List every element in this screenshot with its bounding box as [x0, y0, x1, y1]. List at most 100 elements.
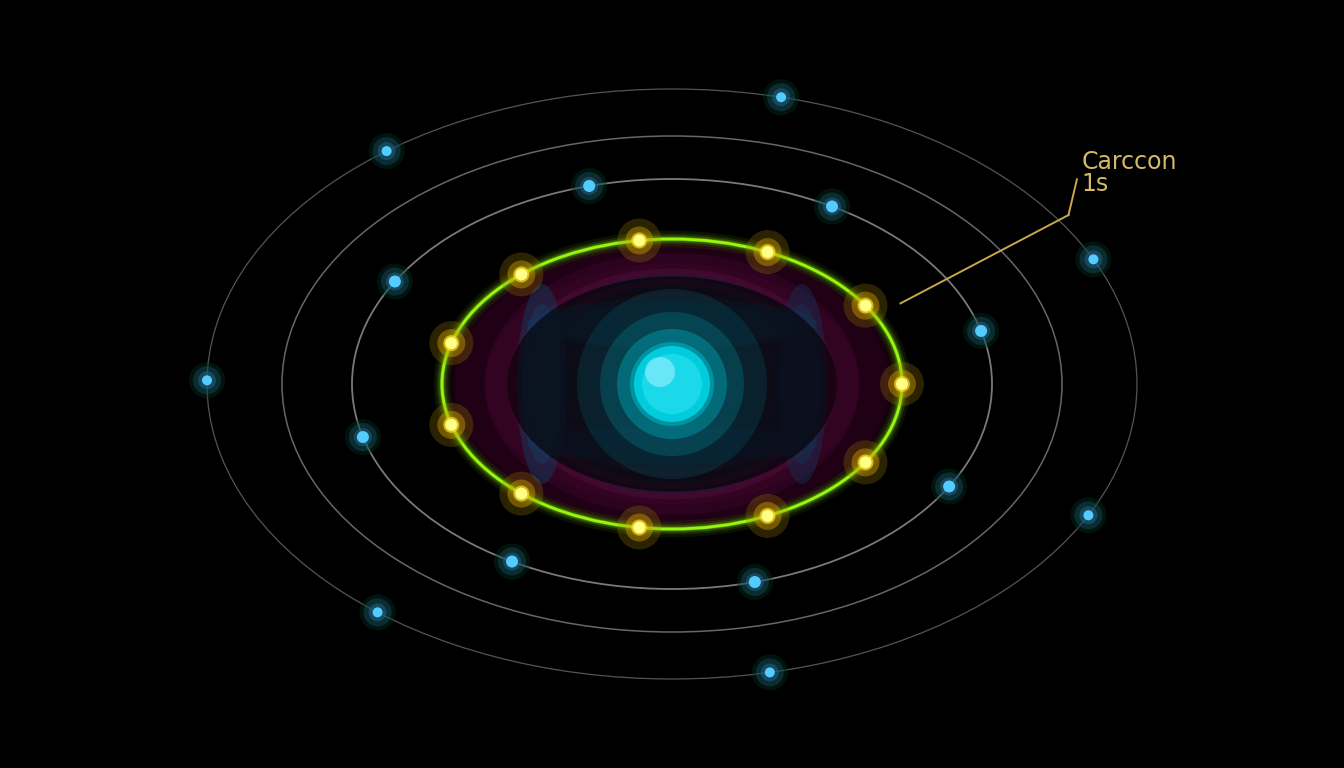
Ellipse shape — [548, 303, 796, 346]
Circle shape — [202, 376, 212, 386]
Circle shape — [943, 481, 956, 492]
Ellipse shape — [532, 284, 812, 484]
Ellipse shape — [566, 308, 778, 460]
Circle shape — [1070, 498, 1106, 533]
Circle shape — [617, 505, 661, 550]
Circle shape — [737, 564, 773, 600]
Circle shape — [818, 193, 845, 220]
Ellipse shape — [702, 389, 743, 419]
Ellipse shape — [542, 292, 802, 476]
Circle shape — [1079, 245, 1107, 273]
Circle shape — [625, 514, 653, 541]
Ellipse shape — [513, 281, 831, 487]
Circle shape — [775, 92, 786, 102]
Circle shape — [761, 664, 778, 681]
Circle shape — [437, 329, 465, 357]
Circle shape — [1075, 241, 1111, 277]
Circle shape — [749, 576, 761, 588]
Ellipse shape — [587, 324, 757, 444]
Circle shape — [577, 289, 767, 479]
Ellipse shape — [687, 379, 757, 429]
Circle shape — [571, 168, 607, 204]
Circle shape — [857, 455, 874, 470]
Circle shape — [767, 83, 796, 111]
Circle shape — [894, 376, 910, 392]
Circle shape — [500, 253, 543, 296]
Circle shape — [515, 269, 527, 280]
Circle shape — [353, 428, 372, 446]
Circle shape — [931, 468, 968, 505]
Circle shape — [880, 362, 925, 406]
Circle shape — [633, 521, 645, 534]
Circle shape — [500, 472, 543, 515]
Circle shape — [372, 607, 383, 617]
Ellipse shape — [602, 334, 742, 434]
Circle shape — [765, 667, 774, 677]
Circle shape — [617, 218, 661, 263]
Circle shape — [625, 227, 653, 254]
Circle shape — [360, 594, 395, 631]
Circle shape — [827, 200, 839, 213]
Ellipse shape — [456, 247, 888, 521]
Ellipse shape — [567, 309, 777, 459]
Ellipse shape — [603, 312, 660, 346]
Circle shape — [763, 79, 800, 115]
Circle shape — [376, 263, 413, 300]
Circle shape — [380, 267, 409, 296]
Circle shape — [1085, 250, 1102, 268]
Circle shape — [630, 342, 714, 426]
Circle shape — [976, 325, 986, 337]
Circle shape — [751, 654, 788, 690]
Circle shape — [633, 234, 645, 247]
Circle shape — [755, 658, 784, 687]
Circle shape — [1089, 254, 1098, 264]
Circle shape — [741, 568, 769, 596]
Circle shape — [632, 519, 648, 535]
Circle shape — [642, 354, 702, 414]
Ellipse shape — [484, 253, 860, 515]
Ellipse shape — [517, 284, 567, 484]
Ellipse shape — [591, 304, 672, 354]
Circle shape — [378, 142, 395, 160]
Circle shape — [429, 321, 473, 365]
Ellipse shape — [507, 269, 837, 499]
Circle shape — [515, 488, 527, 499]
Circle shape — [888, 370, 917, 398]
Circle shape — [445, 419, 457, 431]
Circle shape — [746, 573, 763, 591]
Circle shape — [632, 233, 648, 249]
Circle shape — [499, 548, 526, 575]
Circle shape — [386, 273, 403, 290]
Circle shape — [844, 283, 887, 328]
Circle shape — [368, 604, 387, 621]
Circle shape — [746, 494, 789, 538]
Circle shape — [860, 456, 871, 468]
Ellipse shape — [548, 427, 796, 461]
Circle shape — [513, 485, 530, 502]
Circle shape — [814, 188, 849, 224]
Circle shape — [645, 357, 675, 387]
Circle shape — [746, 230, 789, 274]
Circle shape — [941, 478, 958, 495]
Circle shape — [429, 403, 473, 447]
Ellipse shape — [485, 263, 859, 505]
Ellipse shape — [540, 292, 804, 476]
Ellipse shape — [616, 319, 648, 339]
Circle shape — [503, 552, 521, 571]
Circle shape — [349, 423, 376, 451]
Circle shape — [508, 479, 535, 508]
Circle shape — [372, 137, 401, 165]
Circle shape — [759, 508, 775, 524]
Circle shape — [388, 276, 401, 287]
Circle shape — [583, 180, 595, 192]
Circle shape — [844, 440, 887, 485]
Circle shape — [823, 197, 841, 216]
Circle shape — [364, 598, 391, 627]
Ellipse shape — [507, 276, 837, 492]
Ellipse shape — [521, 279, 823, 489]
Circle shape — [1083, 510, 1094, 520]
Ellipse shape — [777, 284, 827, 484]
Circle shape — [368, 133, 405, 169]
Circle shape — [857, 298, 874, 313]
Circle shape — [935, 472, 964, 501]
